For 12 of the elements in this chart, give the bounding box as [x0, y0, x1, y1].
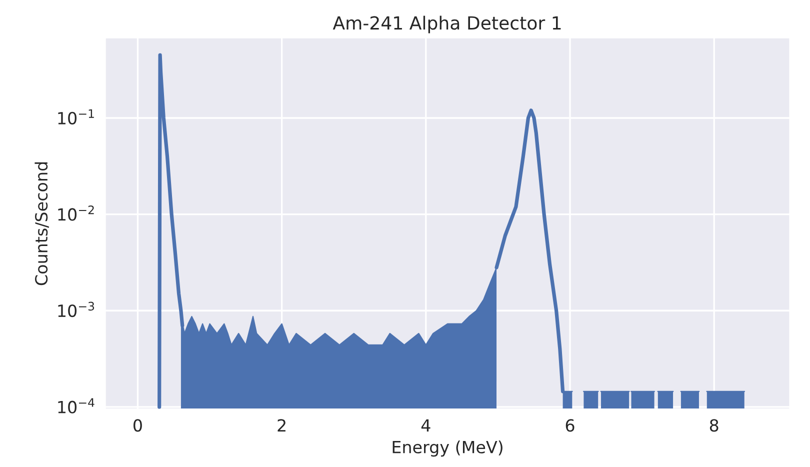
y-tick-label: 10$^{−1}$ [58, 109, 94, 124]
x-axis-title: Energy (MeV) [392, 440, 502, 457]
x-tick-label: 0 [134, 419, 142, 432]
y-axis-title: Counts/Second [34, 162, 49, 286]
y-tick-label: 10$^{−3}$ [58, 302, 94, 318]
x-tick-label: 2 [278, 419, 286, 432]
chart-title: Am-241 Alpha Detector 1 [332, 16, 561, 34]
x-tick-label: 8 [710, 419, 718, 432]
y-tick-label: 10$^{−2}$ [58, 205, 94, 221]
x-tick-label: 6 [566, 419, 574, 432]
x-tick-label: 4 [421, 419, 430, 432]
y-tick-label: 10$^{−4}$ [58, 398, 94, 414]
